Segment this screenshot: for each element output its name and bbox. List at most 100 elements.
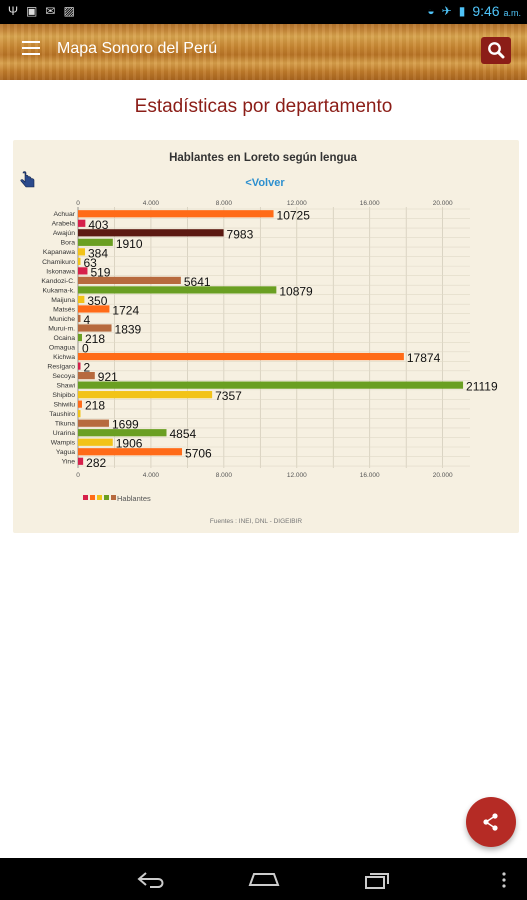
category-label: Achuar <box>53 211 75 218</box>
value-label: 218 <box>85 399 105 413</box>
value-label: 17874 <box>407 351 441 365</box>
x-tick-label-top: 8.000 <box>216 200 233 207</box>
back-nav-icon[interactable] <box>136 870 168 890</box>
value-label: 519 <box>90 265 110 279</box>
x-tick-label-bottom: 0 <box>76 472 80 479</box>
x-tick-label-bottom: 12.000 <box>287 472 307 479</box>
share-icon <box>483 813 498 831</box>
bar <box>78 238 113 246</box>
overflow-menu-icon[interactable] <box>500 870 508 890</box>
battery-icon: ▮ <box>458 4 466 18</box>
bar <box>78 257 81 265</box>
category-label: Kichwa <box>53 354 75 361</box>
bar <box>78 324 112 332</box>
recent-apps-icon[interactable] <box>362 870 392 890</box>
navigation-bar <box>0 858 527 900</box>
image-icon: ▣ <box>26 4 38 18</box>
app-bar <box>0 24 527 80</box>
x-tick-label-top: 4.000 <box>143 200 160 207</box>
bar <box>78 295 85 304</box>
legend-label: Hablantes <box>117 494 151 503</box>
category-label: Maijuna <box>51 297 75 304</box>
category-label: Tikuna <box>55 421 75 428</box>
category-label: Muniche <box>49 316 75 323</box>
status-bar: Ψ ▣ ✉ ▨ ◒ ✈ ▮ 9:46 a.m. <box>0 0 527 24</box>
hamburger-menu-icon[interactable] <box>22 41 40 55</box>
home-nav-icon[interactable] <box>247 870 281 890</box>
x-tick-label-top: 0 <box>76 200 80 207</box>
x-axis-top-ticks: 0 4.000 8.000 12.000 16.000 20.000 <box>76 200 453 207</box>
category-label: Awajún <box>53 230 75 237</box>
category-label: Shiwilu <box>53 402 75 409</box>
category-label: Arabela <box>52 221 76 228</box>
value-label: 7357 <box>215 389 242 403</box>
bars-group <box>78 210 464 465</box>
category-label: Wampis <box>51 440 76 447</box>
bar <box>78 400 82 408</box>
share-button[interactable] <box>466 797 516 847</box>
x-tick-label-bottom: 20.000 <box>433 472 453 479</box>
bar-chart: Hablantes en Loreto según lengua <Volver… <box>20 152 498 525</box>
category-label: Kukama-k. <box>43 287 76 294</box>
bar <box>78 286 277 294</box>
value-label: 10725 <box>277 208 311 222</box>
airplane-icon: ✈ <box>441 4 452 18</box>
x-tick-label-top: 12.000 <box>287 200 307 207</box>
value-label: 5641 <box>184 275 211 289</box>
category-label: Ocaina <box>53 335 75 342</box>
value-label: 2 <box>84 361 91 375</box>
bar <box>78 333 82 342</box>
clock: 9:46 a.m. <box>472 3 521 19</box>
value-label: 921 <box>98 370 118 384</box>
value-label: 4 <box>84 313 91 327</box>
legend-swatch <box>111 495 116 500</box>
value-label: 1839 <box>115 323 142 337</box>
category-label: Matsés <box>53 306 76 313</box>
category-label: Secoya <box>52 373 75 380</box>
search-button[interactable] <box>481 37 511 64</box>
clock-ampm: a.m. <box>503 8 521 18</box>
bar <box>78 372 95 380</box>
system-icons: ◒ ✈ ▮ 9:46 a.m. <box>427 3 521 19</box>
value-label: 1906 <box>116 437 143 451</box>
hand-pointer-icon[interactable] <box>20 171 35 188</box>
value-label: 21119 <box>466 380 498 394</box>
value-label: 218 <box>85 332 105 346</box>
bar <box>78 362 81 370</box>
back-link[interactable]: <Volver <box>245 177 285 189</box>
value-label: 350 <box>87 294 107 308</box>
x-tick-label-top: 20.000 <box>433 200 453 207</box>
search-icon <box>488 42 505 59</box>
value-label: 403 <box>88 218 108 232</box>
bar <box>78 314 81 323</box>
category-label: Omagua <box>49 344 75 351</box>
bar <box>78 305 110 313</box>
category-label: Shawi <box>56 383 75 390</box>
category-label: Chamikuro <box>42 259 75 266</box>
x-tick-label-top: 16.000 <box>360 200 380 207</box>
wifi-icon: ◒ <box>427 4 435 18</box>
chart-source: Fuentes : INEI, DNL - DIGEIBIR <box>210 518 303 525</box>
x-tick-label-bottom: 8.000 <box>216 472 233 479</box>
legend-swatch <box>90 495 95 500</box>
bar <box>78 381 464 389</box>
value-label: 384 <box>88 246 108 260</box>
x-axis-bottom-ticks: 0 4.000 8.000 12.000 16.000 20.000 <box>76 472 453 479</box>
value-label: 1910 <box>116 237 143 251</box>
category-label: Taushiro <box>49 411 75 418</box>
category-label: Urarina <box>53 430 76 437</box>
category-label: Yagua <box>56 449 75 456</box>
value-label: 4854 <box>170 427 197 441</box>
category-label: Yine <box>62 459 76 466</box>
category-label: Murui-m. <box>48 325 75 332</box>
category-label: Shipibo <box>52 392 75 399</box>
bar <box>78 429 167 437</box>
chart-panel: Hablantes en Loreto según lengua <Volver… <box>13 140 519 533</box>
value-label: 10879 <box>279 284 313 298</box>
x-tick-label-bottom: 16.000 <box>360 472 380 479</box>
chart-legend: Hablantes <box>83 494 151 503</box>
legend-swatch <box>83 495 88 500</box>
value-label: 282 <box>86 456 106 470</box>
legend-swatch <box>97 495 102 500</box>
